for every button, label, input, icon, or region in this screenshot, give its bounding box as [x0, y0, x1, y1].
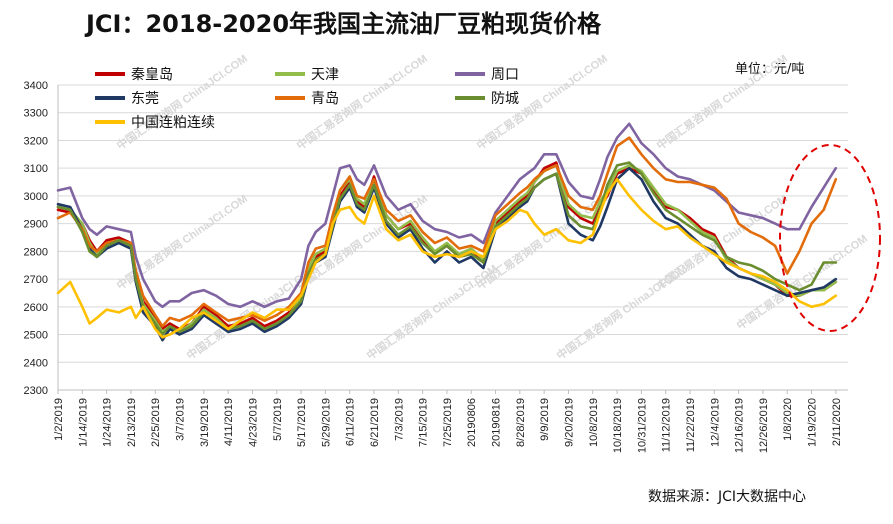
y-tick-label: 3000: [24, 191, 48, 203]
x-tick-label: 20190816: [491, 398, 503, 447]
legend-label: 天津: [311, 67, 339, 83]
source-note: 数据来源：JCI大数据中心: [648, 489, 807, 505]
x-axis: 1/2/2019 1/14/2019 1/24/2019 2/13/2019 2/25/…: [53, 390, 843, 453]
y-tick-label: 2500: [24, 330, 48, 342]
legend-label: 东莞: [131, 91, 159, 107]
series-line-6: [56, 161, 838, 336]
y-tick-label: 2300: [24, 385, 48, 397]
x-tick-label: 2/11/2020: [831, 398, 843, 446]
x-tick-label: 12/26/2019: [758, 398, 770, 453]
y-tick-label: 3400: [24, 80, 48, 92]
series-line-3: [56, 122, 838, 309]
legend-label: 青岛: [311, 91, 339, 107]
y-tick-label: 2700: [24, 274, 48, 286]
series-line-7: [56, 178, 838, 339]
x-tick-label: 3/7/2019: [175, 398, 187, 441]
legend-label: 中国连粕连续: [131, 114, 215, 131]
chart-title: JCI：2018-2020年我国主流油厂豆粕现货价格: [86, 10, 602, 38]
y-tick-label: 3100: [24, 163, 48, 175]
y-axis: 2300 2400 2500 2600 2700 2800 2900 3000 3100 3200…: [24, 80, 848, 397]
x-tick-label: 7/25/2019: [442, 398, 454, 447]
y-tick-label: 3200: [24, 135, 48, 147]
x-tick-label: 20190806: [466, 398, 478, 447]
y-tick-label: 2900: [24, 219, 48, 231]
series-line-1: [56, 161, 838, 331]
series-line-4: [56, 166, 838, 342]
y-tick-label: 2800: [24, 246, 48, 258]
series-line-5: [56, 136, 838, 328]
x-tick-label: 6/21/2019: [369, 398, 381, 447]
watermark-text: 中国汇易咨询网 ChinaJCI.COM: [554, 261, 690, 362]
x-tick-label: 1/19/2020: [807, 398, 819, 447]
legend-label: 防城: [491, 91, 519, 107]
x-tick-label: 11/22/2019: [685, 398, 697, 452]
x-tick-label: 4/23/2019: [247, 398, 259, 447]
y-tick-label: 2400: [24, 357, 48, 369]
x-tick-label: 5/17/2019: [296, 398, 308, 447]
unit-label: 单位：元/吨: [735, 62, 805, 77]
legend-label: 周口: [491, 67, 519, 83]
x-tick-label: 7/3/2019: [393, 398, 405, 441]
series-lines: [56, 122, 838, 342]
x-tick-label: 2/13/2019: [126, 398, 138, 447]
x-tick-label: 1/14/2019: [77, 398, 89, 447]
y-tick-label: 3300: [24, 108, 48, 120]
x-tick-label: 2/25/2019: [150, 398, 162, 447]
x-tick-label: 1/24/2019: [102, 398, 114, 447]
x-tick-label: 11/12/2019: [661, 398, 673, 452]
x-tick-label: 12/16/2019: [734, 398, 746, 453]
x-tick-label: 5/7/2019: [272, 398, 284, 441]
x-tick-label: 3/19/2019: [199, 398, 211, 447]
x-tick-label: 8/28/2019: [515, 398, 527, 447]
x-tick-label: 5/29/2019: [320, 398, 332, 447]
x-tick-label: 10/8/2019: [588, 398, 600, 447]
legend-label: 秦皇岛: [131, 67, 173, 83]
x-tick-label: 12/4/2019: [709, 398, 721, 447]
x-tick-label: 1/2/2019: [53, 398, 65, 441]
x-tick-label: 7/15/2019: [418, 398, 430, 447]
x-tick-label: 6/11/2019: [345, 398, 357, 446]
x-tick-label: 1/8/2020: [782, 398, 794, 441]
x-tick-label: 10/31/2019: [636, 398, 648, 453]
watermark-text: 中国汇易咨询网 ChinaJCI.COM: [364, 261, 500, 362]
y-tick-label: 2600: [24, 302, 48, 314]
watermark-text: 中国汇易咨询网 ChinaJCI.COM: [474, 191, 610, 292]
highlight-ellipse: [779, 144, 881, 332]
x-tick-label: 10/18/2019: [612, 398, 624, 453]
x-tick-label: 9/20/2019: [563, 398, 575, 447]
x-tick-label: 4/11/2019: [223, 398, 235, 446]
watermark-text: 中国汇易咨询网 ChinaJCI.COM: [654, 51, 790, 152]
x-tick-label: 9/9/2019: [539, 398, 551, 441]
